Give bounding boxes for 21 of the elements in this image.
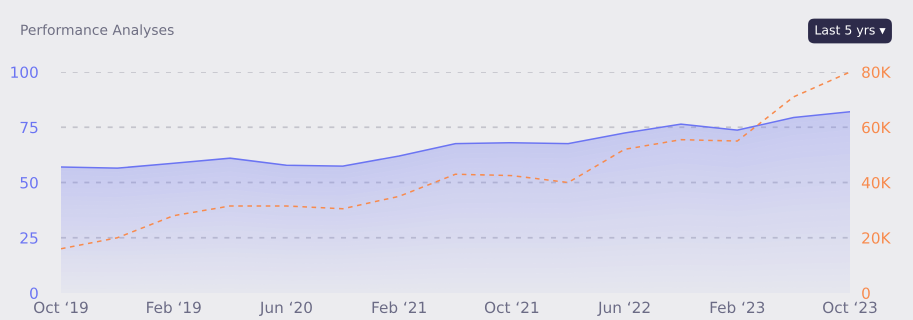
y2-tick-label: 80K — [862, 66, 891, 78]
text: Last 5 yrs ▾ — [816, 25, 886, 38]
y2-tick-label: 60K — [862, 122, 891, 134]
x-tick-label: Feb ‘19 — [147, 301, 201, 314]
y-tick-label: 0 — [30, 287, 38, 300]
y-tick-label: 25 — [20, 232, 38, 244]
y2-tick-label: 0 — [862, 287, 870, 300]
x-tick-label: Feb ‘21 — [372, 301, 426, 314]
y2-tick-label: 20K — [862, 232, 891, 244]
x-tick-label: Jun ‘20 — [259, 302, 312, 316]
chart-title: Performance Analyses — [21, 24, 174, 38]
y-tick-label: 75 — [20, 122, 38, 134]
x-tick-label: Oct ‘23 — [823, 302, 877, 314]
x-tick-label: Oct ‘19 — [34, 302, 88, 314]
line-series — [61, 72, 850, 250]
y-tick-label: 100 — [11, 66, 38, 78]
x-tick-label: Jun ‘22 — [597, 302, 650, 316]
y2-tick-label: 40K — [862, 176, 891, 189]
x-tick-label: Feb ‘23 — [710, 301, 764, 314]
y-tick-label: 50 — [20, 176, 38, 189]
x-tick-label: Oct ‘21 — [484, 302, 538, 314]
